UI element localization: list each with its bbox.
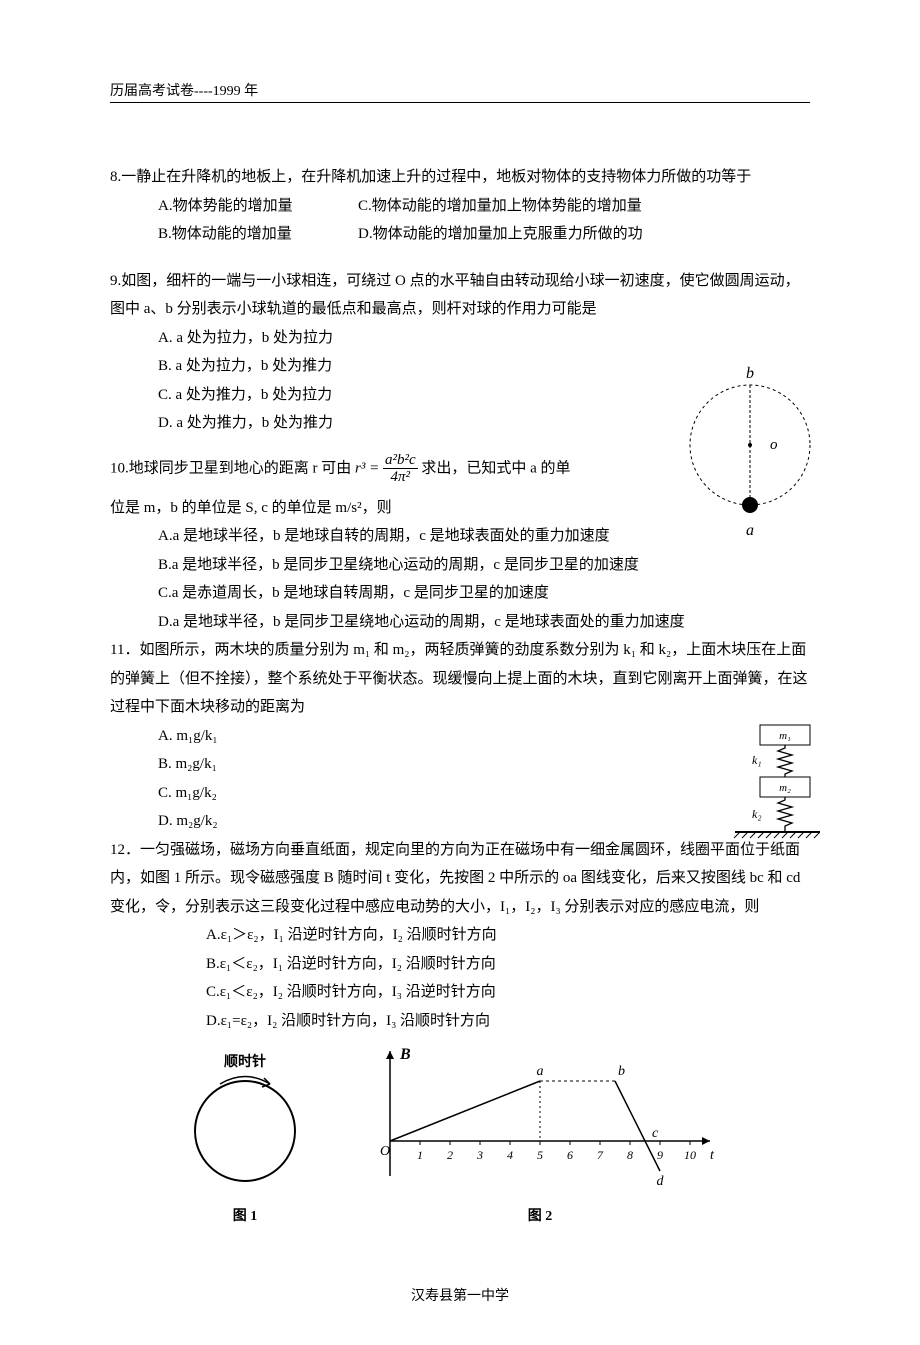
q8-optD: D.物体动能的增加量加上克服重力所做的功 <box>358 220 643 249</box>
q10-optD: D.a 是地球半径，b 是同步卫星绕地心运动的周期，c 是地球表面处的重力加速度 <box>110 608 810 637</box>
q8-stem: 8.一静止在升降机的地板上，在升降机加速上升的过程中，地板对物体的支持物体力所做… <box>110 163 810 192</box>
q9-optA: A. a 处为拉力，b 处为拉力 <box>110 324 810 353</box>
q10-optC: C.a 是赤道周长，b 是地球自转周期，c 是同步卫星的加速度 <box>110 579 810 608</box>
svg-text:b: b <box>618 1064 625 1079</box>
q12-fig1-caption: 图 1 <box>170 1205 320 1225</box>
q11-spring-diagram: m₁ m₂ k₁ k₂ <box>690 720 820 870</box>
svg-text:顺时针: 顺时针 <box>224 1053 266 1070</box>
svg-text:a: a <box>537 1064 544 1079</box>
page-footer: 汉寿县第一中学 <box>110 1285 810 1305</box>
svg-text:m₂: m₂ <box>779 782 791 794</box>
q8-optA: A.物体势能的增加量 <box>158 192 358 221</box>
svg-text:B: B <box>399 1046 411 1063</box>
q12-fig2-caption: 图 2 <box>360 1205 720 1225</box>
q12-optA: A.ε₁＞ε₂，I₁ 沿逆时针方向，I₂ 沿顺时针方向 <box>110 921 810 950</box>
svg-text:k₂: k₂ <box>752 807 762 821</box>
svg-text:5: 5 <box>537 1148 543 1162</box>
svg-text:2: 2 <box>447 1148 453 1162</box>
q11-stem: 11．如图所示，两木块的质量分别为 m₁ 和 m₂，两轻质弹簧的劲度系数分别为 … <box>110 636 810 722</box>
svg-text:b: b <box>746 365 754 382</box>
q12-optD: D.ε₁=ε₂，I₂ 沿顺时针方向，I₃ 沿顺时针方向 <box>110 1007 810 1036</box>
svg-text:4: 4 <box>507 1148 513 1162</box>
svg-text:d: d <box>657 1174 665 1189</box>
page-header: 历届高考试卷----1999 年 <box>110 80 810 103</box>
svg-text:10: 10 <box>684 1148 696 1162</box>
q12-fig1-wrap: 顺时针 图 1 <box>170 1041 320 1225</box>
svg-text:o: o <box>770 437 778 453</box>
q12-fig2-wrap: B t O 1 2 3 4 5 6 7 8 9 10 <box>360 1041 720 1225</box>
q10-formula-lhs: r³ = <box>355 460 379 476</box>
q12-ring-diagram: 顺时针 <box>170 1041 320 1196</box>
svg-text:7: 7 <box>597 1148 604 1162</box>
q8-optB: B.物体动能的增加量 <box>158 220 358 249</box>
svg-text:t: t <box>710 1148 715 1163</box>
q12-bt-graph: B t O 1 2 3 4 5 6 7 8 9 10 <box>360 1041 720 1196</box>
svg-text:8: 8 <box>627 1148 633 1162</box>
svg-text:1: 1 <box>417 1148 423 1162</box>
svg-text:m₁: m₁ <box>779 730 791 742</box>
q9-circle-diagram: b o a <box>675 350 825 550</box>
svg-text:6: 6 <box>567 1148 573 1162</box>
svg-text:3: 3 <box>476 1148 483 1162</box>
q10-optB: B.a 是地球半径，b 是同步卫星绕地心运动的周期，c 是同步卫星的加速度 <box>110 551 810 580</box>
svg-text:a: a <box>746 522 754 539</box>
svg-text:9: 9 <box>657 1148 663 1162</box>
q12-optB: B.ε₁＜ε₂，I₁ 沿逆时针方向，I₂ 沿顺时针方向 <box>110 950 810 979</box>
q9-stem: 9.如图，细杆的一端与一小球相连，可绕过 O 点的水平轴自由转动现给小球一初速度… <box>110 267 810 324</box>
svg-text:O: O <box>380 1144 390 1159</box>
q8-optC: C.物体动能的增加量加上物体势能的增加量 <box>358 192 642 221</box>
svg-text:c: c <box>652 1126 659 1141</box>
q12-optC: C.ε₁＜ε₂，I₂ 沿顺时针方向，I₃ 沿逆时针方向 <box>110 978 810 1007</box>
svg-text:k₁: k₁ <box>752 753 762 767</box>
q10-formula-frac: a²b²c 4π² <box>383 452 418 486</box>
